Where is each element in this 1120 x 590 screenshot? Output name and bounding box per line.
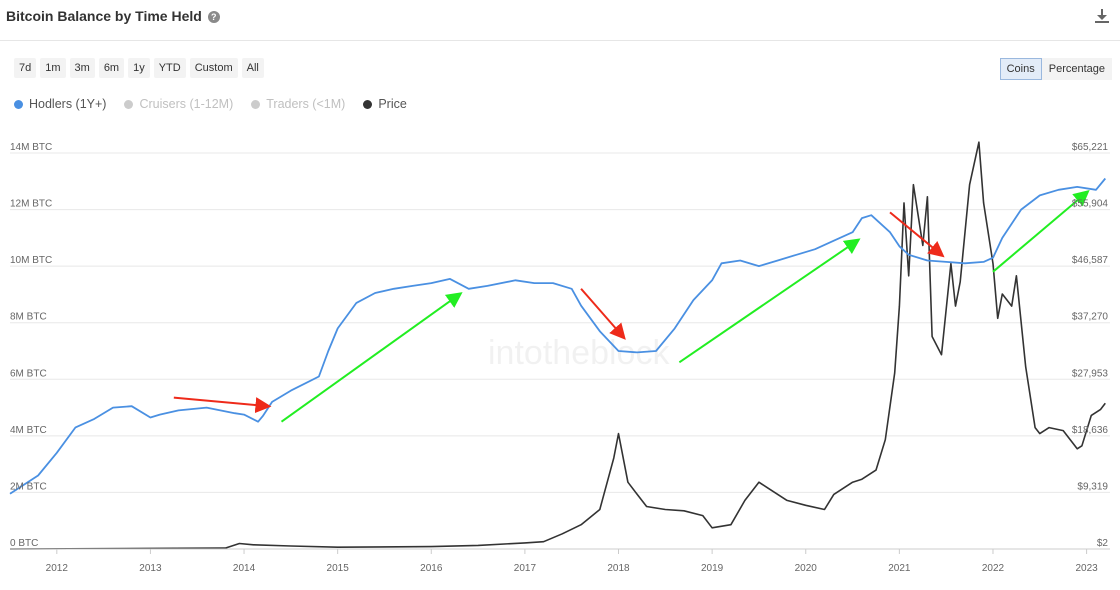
unit-toggle: Coins Percentage bbox=[999, 58, 1112, 80]
x-tick-label: 2018 bbox=[607, 563, 630, 574]
chart-header: Bitcoin Balance by Time Held? bbox=[0, 0, 1120, 41]
x-tick-label: 2016 bbox=[420, 563, 443, 574]
range-all-button[interactable]: All bbox=[241, 58, 264, 78]
page-title: Bitcoin Balance by Time Held? bbox=[6, 8, 220, 24]
percentage-button[interactable]: Percentage bbox=[1041, 58, 1112, 80]
y-left-tick-label: 2M BTC bbox=[10, 481, 47, 492]
chart-plot-area: intotheblock 0 BTC 2M BTC 4M BTC 6M BTC 8M B… bbox=[9, 141, 1110, 574]
legend-item-price[interactable]: Price bbox=[363, 97, 407, 111]
legend-dot bbox=[124, 99, 134, 109]
help-icon[interactable]: ? bbox=[207, 11, 220, 23]
range-3m-button[interactable]: 3m bbox=[69, 58, 95, 78]
y-left-tick-label: 6M BTC bbox=[10, 368, 47, 379]
range-6m-button[interactable]: 6m bbox=[98, 58, 125, 78]
legend-dot bbox=[14, 99, 23, 109]
green-trend-arrow bbox=[280, 292, 463, 423]
x-tick-label: 2023 bbox=[1075, 563, 1098, 574]
x-tick-label: 2020 bbox=[795, 563, 818, 574]
legend-item-traders[interactable]: Traders (<1M) bbox=[251, 97, 345, 111]
x-tick-label: 2014 bbox=[233, 563, 256, 574]
x-tick-label: 2013 bbox=[139, 563, 162, 574]
y-right-tick-label: $65,221 bbox=[1072, 142, 1109, 153]
red-trend-arrow bbox=[889, 211, 945, 258]
y-right-tick-label: $2 bbox=[1097, 538, 1109, 549]
y-left-tick-label: 4M BTC bbox=[10, 425, 47, 436]
legend-label: Traders (<1M) bbox=[266, 97, 346, 111]
y-left-tick-label: 8M BTC bbox=[10, 312, 47, 323]
x-tick-label: 2015 bbox=[327, 563, 350, 574]
red-trend-arrow bbox=[580, 288, 626, 340]
range-1m-button[interactable]: 1m bbox=[40, 58, 66, 78]
legend-item-cruisers[interactable]: Cruisers (1-12M) bbox=[124, 97, 233, 111]
y-right-tick-label: $55,904 bbox=[1072, 199, 1109, 210]
legend-dot bbox=[363, 99, 373, 109]
y-right-tick-label: $27,953 bbox=[1072, 368, 1109, 379]
green-trend-arrow bbox=[992, 190, 1090, 273]
range-custom-button[interactable]: Custom bbox=[189, 58, 238, 78]
red-trend-arrow bbox=[173, 396, 272, 414]
legend-label: Cruisers (1-12M) bbox=[139, 97, 234, 111]
watermark-text: intotheblock bbox=[488, 334, 670, 372]
price-line bbox=[9, 141, 1106, 550]
x-tick-label: 2022 bbox=[982, 563, 1005, 574]
range-ytd-button[interactable]: YTD bbox=[153, 58, 186, 78]
legend-label: Price bbox=[378, 97, 407, 111]
y-right-tick-label: $18,636 bbox=[1072, 425, 1109, 436]
y-left-tick-label: 14M BTC bbox=[10, 142, 52, 153]
chart-legend: Hodlers (1Y+) Cruisers (1-12M) Traders (… bbox=[14, 97, 407, 111]
legend-dot bbox=[251, 99, 261, 109]
x-tick-label: 2017 bbox=[514, 563, 537, 574]
y-right-tick-label: $46,587 bbox=[1072, 255, 1109, 266]
coins-button[interactable]: Coins bbox=[999, 58, 1042, 80]
range-1y-button[interactable]: 1y bbox=[128, 58, 150, 78]
title-text: Bitcoin Balance by Time Held bbox=[6, 8, 202, 24]
range-7d-button[interactable]: 7d bbox=[14, 58, 37, 78]
y-right-tick-label: $9,319 bbox=[1077, 481, 1108, 492]
hodlers-line bbox=[9, 177, 1106, 495]
y-left-tick-label: 12M BTC bbox=[10, 199, 52, 210]
legend-item-hodlers[interactable]: Hodlers (1Y+) bbox=[14, 97, 106, 111]
green-trend-arrow bbox=[678, 238, 861, 364]
time-range-selector: 7d 1m 3m 6m 1y YTD Custom All bbox=[14, 58, 264, 78]
download-icon[interactable] bbox=[1094, 8, 1110, 24]
x-tick-label: 2019 bbox=[701, 563, 724, 574]
x-tick-label: 2021 bbox=[888, 563, 911, 574]
x-tick-label: 2012 bbox=[46, 563, 69, 574]
y-left-tick-label: 10M BTC bbox=[10, 255, 52, 266]
y-right-tick-label: $37,270 bbox=[1072, 312, 1109, 323]
y-left-tick-label: 0 BTC bbox=[10, 538, 38, 549]
legend-label: Hodlers (1Y+) bbox=[29, 97, 107, 111]
